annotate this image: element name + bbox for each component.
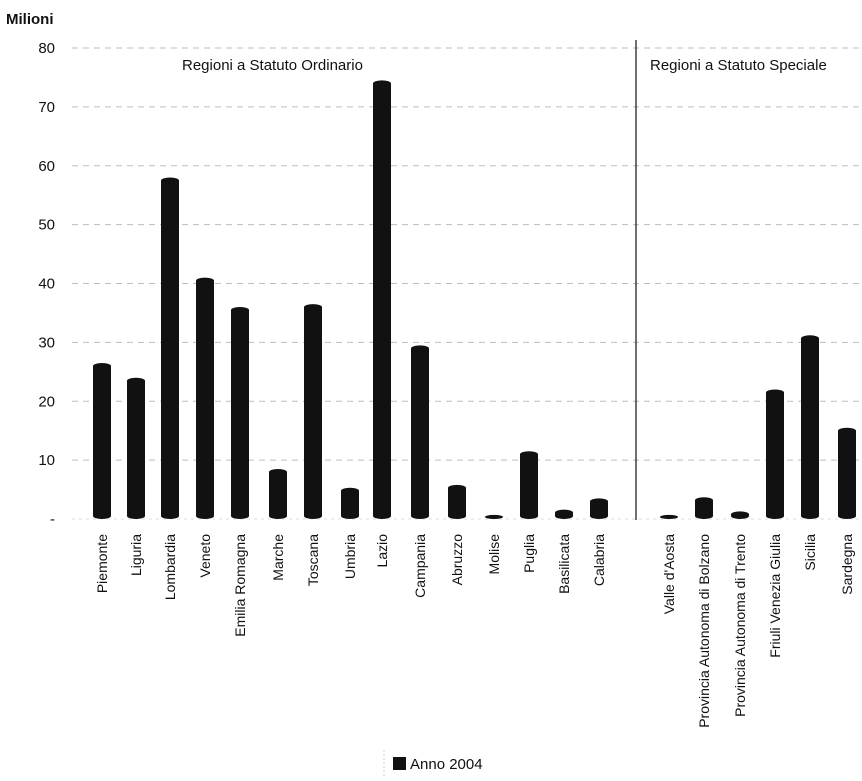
bar xyxy=(341,487,359,519)
x-tick-label: Molise xyxy=(486,534,502,575)
y-tick-label: 20 xyxy=(38,393,55,410)
x-tick-label: Provincia Autonoma di Bolzano xyxy=(696,534,712,728)
y-tick-label: 80 xyxy=(38,40,55,57)
bar xyxy=(304,304,322,519)
legend-swatch xyxy=(393,757,406,770)
y-tick-label: 10 xyxy=(38,452,55,469)
x-tick-label: Basilicata xyxy=(556,534,572,594)
x-tick-label: Liguria xyxy=(128,534,144,576)
x-tick-label: Abruzzo xyxy=(449,534,465,586)
bar xyxy=(766,389,784,519)
x-tick-label: Calabria xyxy=(591,534,607,586)
x-tick-label: Sardegna xyxy=(839,534,855,595)
bars xyxy=(93,80,856,519)
x-tick-label: Piemonte xyxy=(94,534,110,593)
x-tick-label: Umbria xyxy=(342,534,358,579)
bar xyxy=(520,451,538,519)
bar xyxy=(93,362,111,519)
bar xyxy=(448,484,466,519)
x-tick-label: Puglia xyxy=(521,534,537,573)
group-label: Regioni a Statuto Speciale xyxy=(650,57,827,74)
legend-label: Anno 2004 xyxy=(410,756,483,773)
x-tick-label: Friuli Venezia Giulia xyxy=(767,534,783,658)
x-tick-label: Campania xyxy=(412,534,428,598)
bar xyxy=(660,514,678,519)
x-tick-label: Lazio xyxy=(374,534,390,568)
x-tick-label: Toscana xyxy=(305,534,321,586)
x-tick-label: Marche xyxy=(270,534,286,581)
y-tick-label: 50 xyxy=(38,217,55,234)
y-tick-label: 60 xyxy=(38,158,55,175)
y-tick-label: - xyxy=(50,511,55,528)
bar xyxy=(485,514,503,519)
bar xyxy=(231,307,249,519)
x-tick-label: Lombardia xyxy=(162,534,178,600)
bar xyxy=(695,497,713,519)
bar xyxy=(161,177,179,519)
bar xyxy=(590,498,608,519)
legend: Anno 2004 xyxy=(383,750,483,776)
y-tick-label: 40 xyxy=(38,276,55,293)
bar xyxy=(269,468,287,519)
grid-lines xyxy=(72,40,862,520)
x-tick-label: Valle d'Aosta xyxy=(661,534,677,614)
x-tick-label: Sicilia xyxy=(802,534,818,571)
y-tick-label: 70 xyxy=(38,99,55,116)
labels: - 10 20 30 40 50 60 70 80 Regioni a Statuto Ordin… xyxy=(38,40,855,728)
bar xyxy=(127,377,145,519)
bar xyxy=(838,427,856,519)
x-tick-label: Veneto xyxy=(197,534,213,578)
bar xyxy=(731,511,749,519)
x-tick-label: Provincia Autonoma di Trento xyxy=(732,534,748,717)
group-label: Regioni a Statuto Ordinario xyxy=(182,57,363,74)
y-tick-label: 30 xyxy=(38,334,55,351)
y-axis-unit-label: Milioni xyxy=(6,11,54,28)
x-tick-label: Emilia Romagna xyxy=(232,534,248,637)
bar xyxy=(373,80,391,519)
bar xyxy=(411,345,429,519)
bar xyxy=(801,335,819,519)
bar xyxy=(555,509,573,519)
bar xyxy=(196,277,214,519)
